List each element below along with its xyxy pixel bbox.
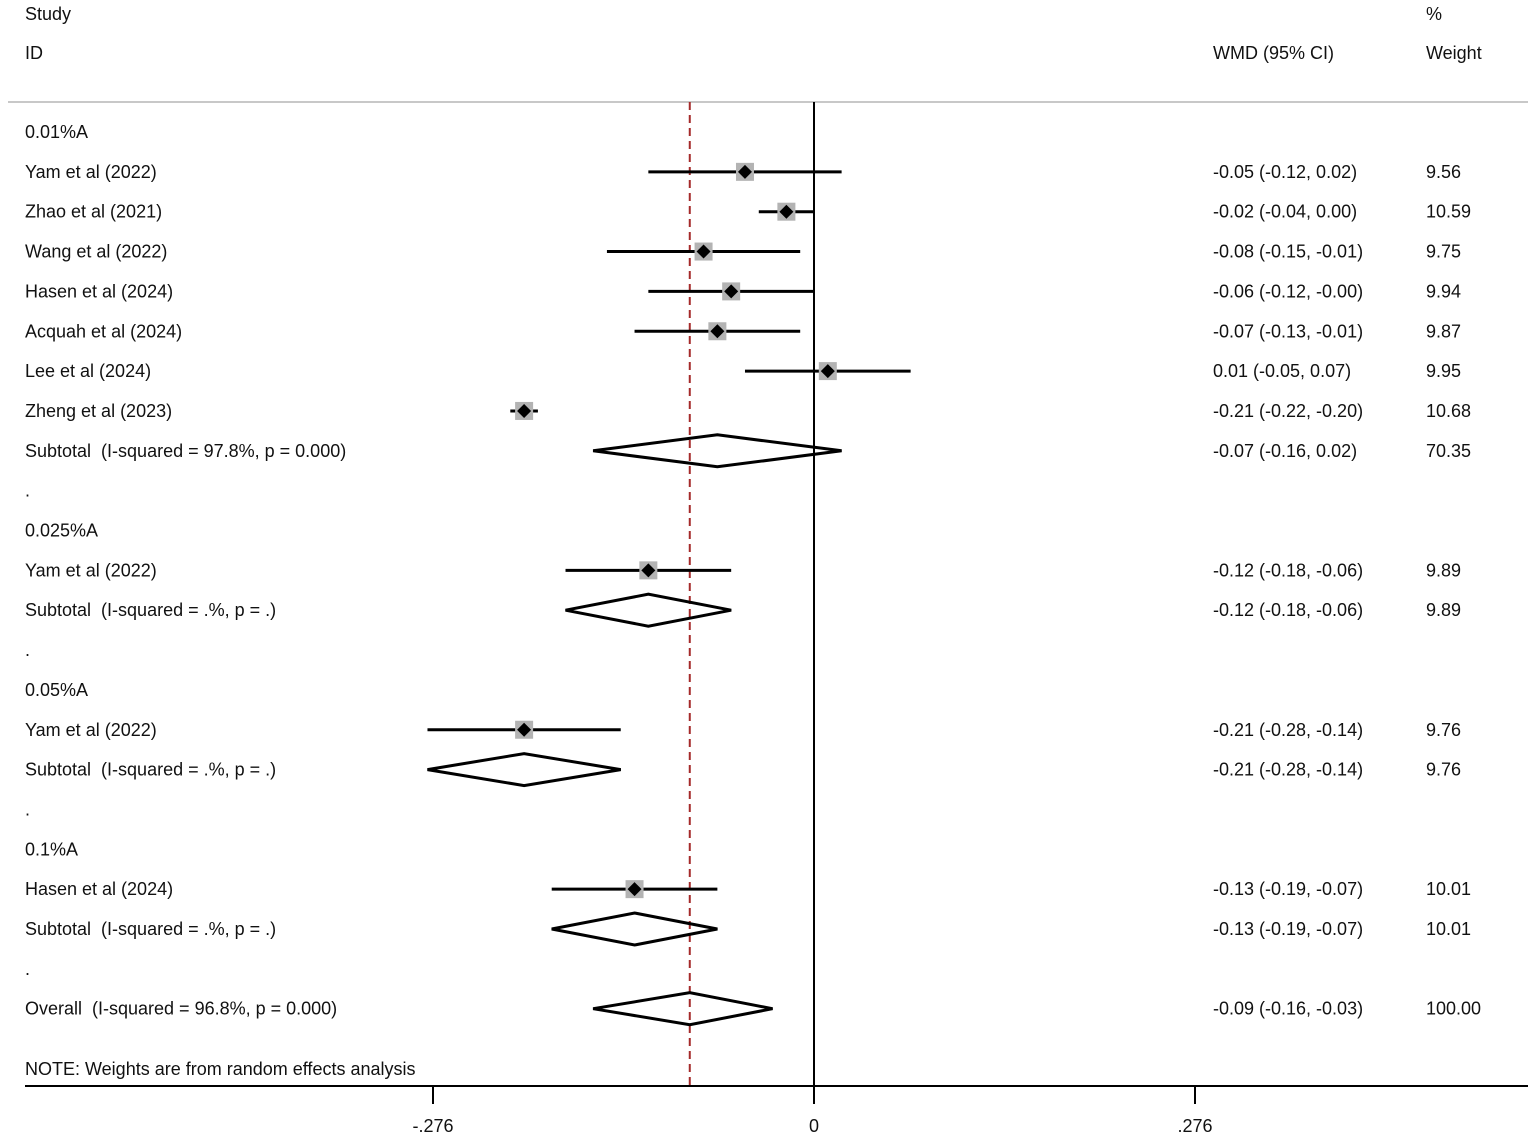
study-point-estimate — [710, 324, 725, 339]
study-label: Hasen et al (2024) — [25, 879, 173, 899]
group-label: 0.05%A — [25, 680, 88, 700]
effect-ci-text: 0.01 (-0.05, 0.07) — [1213, 361, 1351, 381]
weight-text: 9.89 — [1426, 600, 1461, 620]
effect-ci-text: -0.12 (-0.18, -0.06) — [1213, 600, 1363, 620]
header-effect: WMD (95% CI) — [1213, 43, 1334, 63]
header-study: Study — [25, 4, 71, 24]
effect-ci-text: -0.07 (-0.16, 0.02) — [1213, 441, 1357, 461]
spacer-label: . — [25, 481, 30, 501]
study-point-estimate — [696, 244, 711, 259]
weight-text: 9.56 — [1426, 162, 1461, 182]
overall-diamond — [592, 991, 773, 1027]
study-point-estimate — [517, 403, 532, 418]
study-label: Hasen et al (2024) — [25, 281, 173, 301]
study-point-estimate — [737, 164, 752, 179]
weight-text: 9.76 — [1426, 720, 1461, 740]
study-label: Acquah et al (2024) — [25, 321, 182, 341]
overall-label: Overall (I-squared = 96.8%, p = 0.000) — [25, 999, 337, 1019]
study-label: Lee et al (2024) — [25, 361, 151, 381]
header-id: ID — [25, 43, 43, 63]
x-axis-ticks: -.276 0 .276 — [412, 1086, 1213, 1136]
effect-ci-text: -0.13 (-0.19, -0.07) — [1213, 879, 1363, 899]
subtotal-diamond — [551, 911, 718, 947]
study-point-estimate — [779, 204, 794, 219]
study-point-estimate — [517, 722, 532, 737]
weight-text: 9.94 — [1426, 281, 1461, 301]
study-label: Yam et al (2022) — [25, 162, 157, 182]
subtotal-label: Subtotal (I-squared = 97.8%, p = 0.000) — [25, 441, 346, 461]
header-weight: Weight — [1426, 43, 1482, 63]
x-axis-tick-label: .276 — [1177, 1116, 1212, 1136]
weight-text: 10.59 — [1426, 202, 1471, 222]
spacer-label: . — [25, 640, 30, 660]
subtotal-diamond — [427, 752, 621, 788]
study-point-estimate — [820, 364, 835, 379]
study-label: Wang et al (2022) — [25, 242, 167, 262]
study-point-estimate — [627, 882, 642, 897]
spacer-label: . — [25, 799, 30, 819]
study-label: Yam et al (2022) — [25, 560, 157, 580]
effect-ci-text: -0.12 (-0.18, -0.06) — [1213, 560, 1363, 580]
study-point-estimate — [724, 284, 739, 299]
header-weight-percent: % — [1426, 4, 1442, 24]
weight-text: 10.01 — [1426, 879, 1471, 899]
subtotal-label: Subtotal (I-squared = .%, p = .) — [25, 919, 276, 939]
note-text: NOTE: Weights are from random effects an… — [25, 1059, 415, 1079]
subtotal-diamond — [592, 433, 842, 469]
x-axis-tick-label: 0 — [809, 1116, 819, 1136]
effect-ci-text: -0.05 (-0.12, 0.02) — [1213, 162, 1357, 182]
plot-area: 0.01%A Yam et al (2022) -0.05 (-0.12, 0.02… — [25, 102, 1481, 1086]
subtotal-label: Subtotal (I-squared = .%, p = .) — [25, 760, 276, 780]
weight-text: 9.87 — [1426, 321, 1461, 341]
weight-text: 9.75 — [1426, 242, 1461, 262]
effect-ci-text: -0.13 (-0.19, -0.07) — [1213, 919, 1363, 939]
effect-ci-text: -0.08 (-0.15, -0.01) — [1213, 242, 1363, 262]
subtotal-label: Subtotal (I-squared = .%, p = .) — [25, 600, 276, 620]
effect-ci-text: -0.07 (-0.13, -0.01) — [1213, 321, 1363, 341]
group-label: 0.1%A — [25, 839, 78, 859]
effect-ci-text: -0.21 (-0.22, -0.20) — [1213, 401, 1363, 421]
weight-text: 9.76 — [1426, 760, 1461, 780]
effect-ci-text: -0.21 (-0.28, -0.14) — [1213, 760, 1363, 780]
weight-text: 100.00 — [1426, 999, 1481, 1019]
effect-ci-text: -0.02 (-0.04, 0.00) — [1213, 202, 1357, 222]
study-label: Zhao et al (2021) — [25, 202, 162, 222]
study-point-estimate — [641, 563, 656, 578]
weight-text: 9.89 — [1426, 560, 1461, 580]
weight-text: 70.35 — [1426, 441, 1471, 461]
group-label: 0.025%A — [25, 521, 98, 541]
study-label: Zheng et al (2023) — [25, 401, 172, 421]
effect-ci-text: -0.09 (-0.16, -0.03) — [1213, 999, 1363, 1019]
spacer-label: . — [25, 959, 30, 979]
effect-ci-text: -0.06 (-0.12, -0.00) — [1213, 281, 1363, 301]
weight-text: 9.95 — [1426, 361, 1461, 381]
x-axis-tick-label: -.276 — [412, 1116, 453, 1136]
study-label: Yam et al (2022) — [25, 720, 157, 740]
weight-text: 10.68 — [1426, 401, 1471, 421]
weight-text: 10.01 — [1426, 919, 1471, 939]
effect-ci-text: -0.21 (-0.28, -0.14) — [1213, 720, 1363, 740]
group-label: 0.01%A — [25, 122, 88, 142]
subtotal-diamond — [565, 592, 732, 628]
